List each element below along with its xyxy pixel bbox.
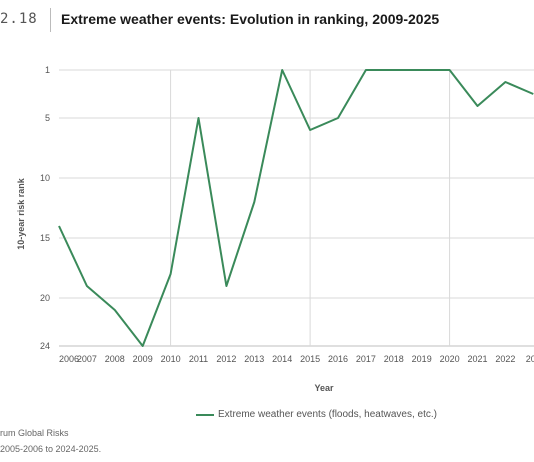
x-tick-label: 2007 bbox=[77, 354, 97, 364]
source-line-2: 2005-2006 to 2024-2025. bbox=[0, 444, 102, 454]
x-tick-label: 2020 bbox=[440, 354, 460, 364]
x-tick-label: 2019 bbox=[412, 354, 432, 364]
figure-header: 2.18 Extreme weather events: Evolution i… bbox=[0, 0, 534, 40]
legend-swatch bbox=[196, 413, 214, 416]
x-tick-label: 2008 bbox=[105, 354, 125, 364]
x-tick-label: 2015 bbox=[300, 354, 320, 364]
header-divider bbox=[50, 8, 51, 32]
y-tick-label: 5 bbox=[45, 113, 50, 123]
grid-lines bbox=[59, 69, 534, 347]
chart-legend: Extreme weather events (floods, heatwave… bbox=[196, 409, 437, 420]
x-tick-label: 2006 bbox=[59, 354, 79, 364]
x-tick-label: 2009 bbox=[133, 354, 153, 364]
x-tick-label: 2014 bbox=[272, 354, 292, 364]
x-tick-label: 2016 bbox=[328, 354, 348, 364]
legend-label: Extreme weather events (floods, heatwave… bbox=[218, 409, 437, 420]
figure-number: 2.18 bbox=[0, 11, 38, 27]
y-tick-label: 15 bbox=[40, 233, 50, 243]
series-layer bbox=[58, 69, 534, 347]
y-tick-label: 24 bbox=[40, 341, 50, 351]
series-line bbox=[58, 69, 534, 347]
x-tick-label: 2011 bbox=[189, 354, 208, 364]
x-tick-label: 2017 bbox=[356, 354, 376, 364]
chart-title: Extreme weather events: Evolution in ran… bbox=[61, 11, 440, 27]
source-line-1: rum Global Risks bbox=[0, 428, 69, 438]
x-axis-label: Year bbox=[314, 383, 334, 393]
x-tick-label: 2022 bbox=[495, 354, 515, 364]
x-tick-label: 2013 bbox=[244, 354, 264, 364]
y-tick-label: 1 bbox=[45, 65, 50, 75]
y-axis-label: 10-year risk rank bbox=[16, 177, 26, 250]
x-tick-label: 2021 bbox=[467, 354, 487, 364]
y-tick-label: 20 bbox=[40, 293, 50, 303]
x-tick-label: 202 bbox=[526, 354, 534, 364]
x-tick-label: 2010 bbox=[161, 354, 181, 364]
x-tick-label: 2012 bbox=[216, 354, 236, 364]
y-tick-label: 10 bbox=[40, 173, 50, 183]
x-tick-label: 2018 bbox=[384, 354, 404, 364]
